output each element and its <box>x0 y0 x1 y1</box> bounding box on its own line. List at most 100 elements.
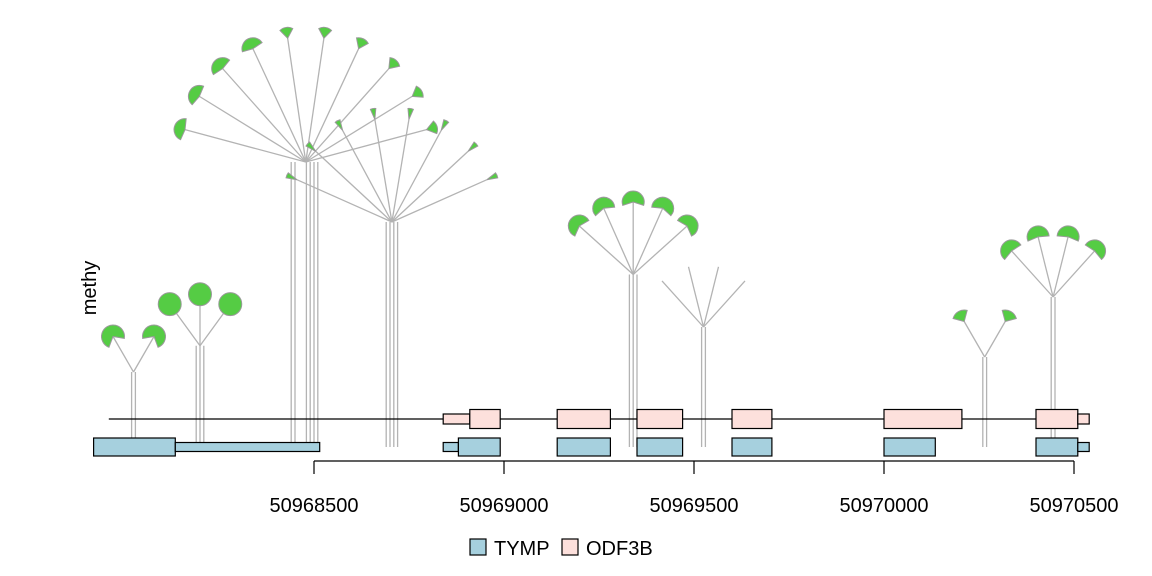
methy-pie-slice <box>174 119 186 140</box>
methy-marker <box>370 108 375 119</box>
methy-marker <box>487 173 498 180</box>
exon-odf3b <box>470 410 500 429</box>
methy-pie-slice <box>652 197 674 215</box>
methy-marker <box>319 27 332 38</box>
methy-branch <box>185 130 306 162</box>
methy-pie-slice <box>408 108 413 119</box>
x-tick-label: 50969000 <box>460 495 549 517</box>
methy-pie-slice <box>319 27 332 38</box>
methy-marker <box>102 325 125 347</box>
x-axis: 50968500 50969000 50969500 50970000 50970500 <box>270 461 1119 517</box>
x-tick-label: 50970000 <box>840 495 929 517</box>
methy-branch <box>113 336 134 372</box>
legend-swatch-odf3b <box>562 539 578 555</box>
x-tick-label: 50970500 <box>1030 495 1119 517</box>
methy-pie-slice <box>242 38 262 52</box>
methy-branch <box>633 208 662 274</box>
y-axis-label: methy <box>79 261 101 315</box>
methy-pie-slice <box>1085 240 1105 260</box>
methy-pie-slice <box>568 215 589 236</box>
methy-pie-slice <box>102 325 125 347</box>
exon-odf3b <box>637 410 683 429</box>
methy-pie-slice <box>1002 310 1016 322</box>
methy-branch <box>633 226 687 275</box>
exon-odf3b <box>732 410 772 429</box>
methy-marker <box>1085 240 1105 260</box>
exon-tymp <box>175 443 319 452</box>
methy-branch <box>306 130 427 162</box>
methy-pie-slice <box>412 86 423 97</box>
methy-pie-slice <box>468 142 478 151</box>
methy-pie-slice <box>427 121 438 133</box>
methy-marker <box>1002 310 1016 322</box>
methy-marker <box>389 58 400 69</box>
exon-odf3b <box>443 414 470 424</box>
legend: TYMP ODF3B <box>470 538 653 560</box>
methy-pie-slice <box>212 58 230 75</box>
methy-marker <box>280 27 293 38</box>
methy-pie-slice <box>1001 240 1021 260</box>
methy-marker <box>1001 240 1021 260</box>
exon-odf3b <box>557 410 610 429</box>
methy-pie-full <box>158 293 181 316</box>
exon-tymp <box>732 438 772 456</box>
methy-pie-slice <box>280 27 293 38</box>
stem-layer <box>113 38 1095 447</box>
methy-marker <box>441 120 448 131</box>
methy-branch <box>392 180 487 222</box>
x-tick-label: 50969500 <box>650 495 739 517</box>
exon-tymp <box>1036 438 1078 456</box>
methy-marker <box>142 325 165 347</box>
methy-pie-slice <box>142 325 165 347</box>
exon-odf3b <box>884 410 962 429</box>
legend-label-tymp: TYMP <box>494 538 550 560</box>
methy-branch <box>316 151 392 222</box>
exon-tymp <box>458 438 500 456</box>
methy-branch <box>579 226 633 275</box>
legend-label-odf3b: ODF3B <box>586 538 653 560</box>
methy-branch <box>297 180 392 222</box>
methy-branch <box>306 69 389 162</box>
methy-marker <box>568 215 589 236</box>
methy-marker <box>953 310 967 322</box>
gene-track-layer <box>94 410 1090 457</box>
methy-marker <box>212 58 230 75</box>
exon-tymp <box>443 443 458 452</box>
methy-pie-slice <box>441 120 448 131</box>
methy-marker <box>158 293 181 316</box>
methy-marker <box>412 86 423 97</box>
methy-marker <box>242 38 262 52</box>
exon-tymp <box>637 438 683 456</box>
methy-branch <box>604 208 633 274</box>
methy-branch <box>964 321 985 357</box>
methy-marker <box>174 119 186 140</box>
methy-pie-slice <box>188 85 203 104</box>
methy-marker <box>408 108 413 119</box>
methy-branch <box>223 69 306 162</box>
methy-pie-slice <box>953 310 967 322</box>
methy-marker <box>219 293 242 316</box>
x-tick-label: 50968500 <box>270 495 359 517</box>
methy-marker <box>652 197 674 215</box>
exon-tymp <box>94 438 176 456</box>
methy-pie-slice <box>356 38 368 49</box>
methy-branch <box>392 151 468 222</box>
methy-branch <box>134 336 155 372</box>
legend-swatch-tymp <box>470 539 486 555</box>
exon-tymp <box>1078 443 1089 452</box>
methy-marker <box>678 215 699 236</box>
methy-pie-slice <box>389 58 400 69</box>
methy-marker <box>188 85 203 104</box>
methy-marker <box>593 197 615 215</box>
methy-pie-slice <box>678 215 699 236</box>
methy-pie-slice <box>370 108 375 119</box>
methy-marker <box>189 283 212 306</box>
exon-odf3b <box>1036 410 1078 429</box>
methy-marker <box>468 142 478 151</box>
exon-tymp <box>557 438 610 456</box>
methy-pie-full <box>219 293 242 316</box>
marker-layer <box>102 27 1106 347</box>
exon-odf3b <box>1078 414 1089 424</box>
